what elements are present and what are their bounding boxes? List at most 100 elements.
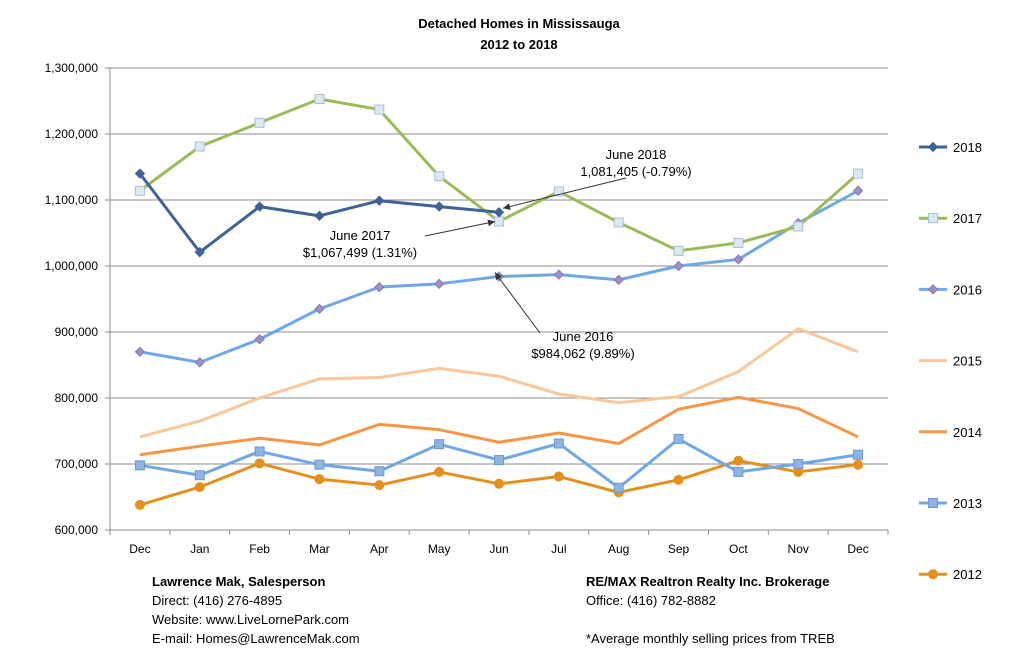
legend-label: 2012: [953, 567, 982, 582]
series-2016-point: [314, 303, 325, 315]
y-tick-label: 700,000: [55, 457, 99, 471]
series-2012-point: [673, 474, 684, 485]
series-2012-point: [853, 459, 864, 470]
y-tick-label: 800,000: [55, 391, 99, 405]
x-tick-label: Jun: [489, 542, 508, 556]
series-2013-point: [254, 446, 265, 457]
series-2013-point: [194, 470, 205, 481]
series-2018-point: [374, 195, 385, 206]
series-2016-point: [673, 260, 684, 272]
series-2015: [139, 327, 859, 439]
annotation-text: June 2016: [553, 329, 614, 344]
series-2017-point: [553, 186, 564, 197]
legend-label: 2018: [953, 140, 982, 155]
series-2017-line: [139, 97, 860, 253]
legend-marker: [928, 569, 938, 580]
annotation-arrowhead: [495, 272, 502, 281]
series-2012-point: [254, 458, 265, 469]
series-2013-point: [613, 482, 624, 493]
x-tick-label: Feb: [249, 542, 270, 556]
series-2012-point: [733, 455, 744, 466]
series-2018-point: [493, 207, 505, 218]
series-2017-point: [434, 171, 445, 182]
series-2012-point: [194, 482, 205, 493]
annotation-arrow: [424, 220, 496, 237]
y-tick-label: 1,100,000: [45, 193, 99, 207]
gridlines: [110, 67, 888, 531]
agent-email: E-mail: Homes@LawrenceMak.com: [152, 631, 360, 646]
series-2018: [134, 168, 505, 258]
series-2012-point: [374, 480, 385, 491]
annotation-text: June 2018: [606, 147, 667, 162]
annotation-text: 1,081,405 (-0.79%): [580, 164, 691, 179]
series-lines: [134, 94, 864, 510]
series-2012: [134, 455, 864, 510]
series-2016-point: [134, 346, 146, 358]
legend-marker: [928, 213, 938, 224]
series-2016-point: [194, 357, 205, 368]
chart-title: Detached Homes in Mississauga: [418, 16, 620, 31]
annotation-arrow: [494, 272, 541, 334]
office-phone: Office: (416) 782-8882: [586, 593, 716, 608]
series-2014-line: [139, 395, 859, 457]
x-tick-label: Nov: [788, 542, 809, 556]
series-2013-point: [733, 466, 744, 477]
y-tick-label: 1,000,000: [45, 259, 99, 273]
y-tick-label: 1,300,000: [45, 61, 99, 75]
series-2017: [134, 94, 864, 256]
y-tick-label: 900,000: [55, 325, 99, 339]
series-2017-point: [374, 104, 385, 115]
agent-direct-phone: Direct: (416) 276-4895: [152, 593, 283, 608]
annotation-arrow: [502, 177, 627, 209]
series-2013-point: [853, 449, 864, 460]
x-tick-label: Apr: [370, 542, 389, 556]
legend-label: 2014: [953, 425, 982, 440]
brokerage-name: RE/MAX Realtron Realty Inc. Brokerage: [586, 574, 830, 589]
series-2013-point: [553, 438, 564, 449]
series-2016-point: [613, 274, 624, 286]
series-2012-point: [553, 471, 564, 482]
annotation-text: $1,067,499 (1.31%): [303, 245, 417, 260]
series-2018-point: [314, 210, 325, 222]
legend-item-2018: 2018: [919, 140, 982, 155]
series-2016-point: [852, 185, 864, 196]
agent-info: Lawrence Mak, Salesperson Direct: (416) …: [152, 572, 360, 648]
legend-marker: [927, 284, 939, 295]
legend-item-2017: 2017: [919, 211, 982, 226]
annotation-text: June 2017: [330, 228, 391, 243]
x-tick-label: Jan: [190, 542, 209, 556]
series-2018-point: [433, 201, 445, 212]
series-2016-point: [733, 254, 744, 265]
legend-label: 2013: [953, 496, 982, 511]
x-tick-label: Oct: [729, 542, 748, 556]
legend: 2018 2017 2016 2015 2014 2013 2012: [919, 140, 982, 582]
legend-label: 2015: [953, 354, 982, 369]
series-2013: [134, 433, 864, 493]
series-2017-point: [853, 168, 864, 179]
series-2016-point: [553, 269, 565, 280]
series-2013-point: [434, 439, 445, 450]
annotations: June 2018 1,081,405 (-0.79%) June 2017 $1,0…: [303, 147, 692, 361]
legend-label: 2017: [953, 211, 982, 226]
y-tick-label: 1,200,000: [45, 127, 99, 141]
brokerage-info: RE/MAX Realtron Realty Inc. Brokerage Of…: [586, 572, 835, 648]
series-2013-point: [374, 466, 385, 477]
legend-item-2015: 2015: [919, 354, 982, 369]
series-2016-point: [374, 281, 385, 293]
legend-marker: [927, 141, 939, 153]
series-2012-point: [314, 474, 325, 485]
agent-website: Website: www.LiveLornePark.com: [152, 612, 350, 627]
chart-subtitle: 2012 to 2018: [480, 37, 557, 52]
data-source-note: *Average monthly selling prices from TRE…: [586, 631, 835, 646]
series-2013-point: [314, 459, 325, 470]
series-2017-point: [254, 117, 265, 128]
series-2012-point: [494, 478, 504, 489]
series-2012-point: [434, 466, 445, 477]
agent-name: Lawrence Mak, Salesperson: [152, 574, 326, 589]
series-2017-point: [793, 221, 804, 232]
series-2017-point: [613, 217, 624, 228]
series-2014: [139, 395, 859, 457]
series-2017-point: [673, 245, 684, 256]
x-tick-label: Aug: [608, 542, 629, 556]
